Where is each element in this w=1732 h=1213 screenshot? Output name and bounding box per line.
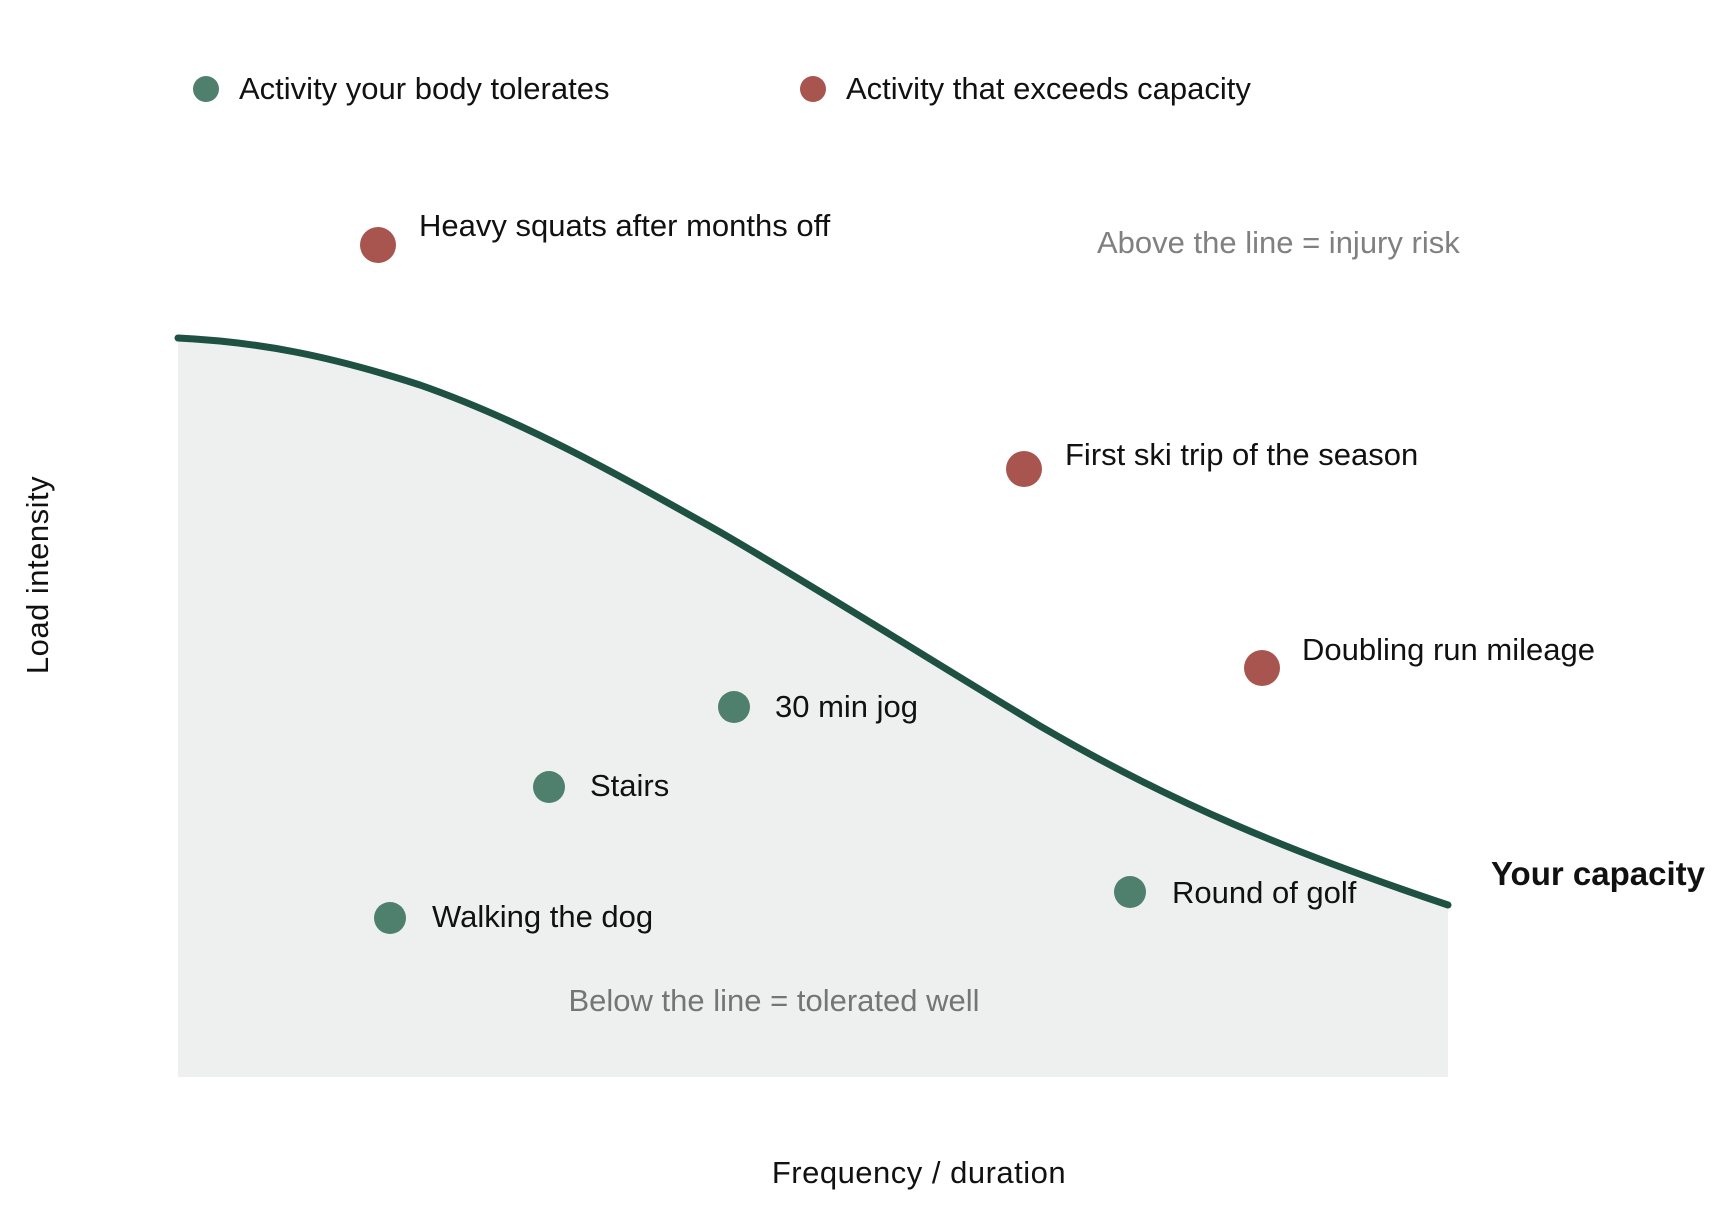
tolerated-dot-icon	[718, 691, 750, 723]
tolerated-dot-icon	[533, 771, 565, 803]
point-label: Round of golf	[1172, 875, 1357, 910]
point-walking-the-dog: Walking the dog	[374, 899, 653, 934]
tolerated-dot-icon	[374, 902, 406, 934]
point-label: First ski trip of the season	[1065, 437, 1418, 472]
series-exceeds-capacity: Heavy squats after months off First ski …	[360, 208, 1595, 686]
legend-tolerated-dot-icon	[193, 76, 219, 102]
legend-item-tolerated: Activity your body tolerates	[193, 71, 609, 106]
point-30-min-jog: 30 min jog	[718, 689, 918, 724]
exceeds-dot-icon	[360, 227, 396, 263]
below-line-annotation: Below the line = tolerated well	[569, 983, 980, 1018]
point-label: Doubling run mileage	[1302, 632, 1595, 667]
legend: Activity your body tolerates Activity th…	[193, 71, 1251, 106]
point-heavy-squats: Heavy squats after months off	[360, 208, 831, 263]
point-label: Stairs	[590, 768, 669, 803]
point-label: Heavy squats after months off	[419, 208, 831, 243]
exceeds-dot-icon	[1244, 650, 1280, 686]
your-capacity-label: Your capacity	[1491, 855, 1706, 892]
point-first-ski-trip: First ski trip of the season	[1006, 437, 1418, 487]
x-axis-label: Frequency / duration	[772, 1155, 1066, 1190]
legend-tolerated-label: Activity your body tolerates	[239, 71, 609, 106]
series-tolerated: Walking the dog Stairs 30 min jog Round …	[374, 689, 1357, 934]
point-round-of-golf: Round of golf	[1114, 875, 1357, 910]
capacity-curve-line	[174, 334, 1452, 909]
y-axis-label: Load intensity	[20, 476, 55, 674]
tolerated-dot-icon	[1114, 876, 1146, 908]
above-line-annotation: Above the line = injury risk	[1097, 225, 1460, 260]
point-stairs: Stairs	[533, 768, 669, 803]
point-label: 30 min jog	[775, 689, 918, 724]
legend-item-exceeds: Activity that exceeds capacity	[800, 71, 1251, 106]
point-label: Walking the dog	[432, 899, 653, 934]
point-doubling-run-mileage: Doubling run mileage	[1244, 632, 1595, 686]
legend-exceeds-dot-icon	[800, 76, 826, 102]
exceeds-dot-icon	[1006, 451, 1042, 487]
legend-exceeds-label: Activity that exceeds capacity	[846, 71, 1251, 106]
